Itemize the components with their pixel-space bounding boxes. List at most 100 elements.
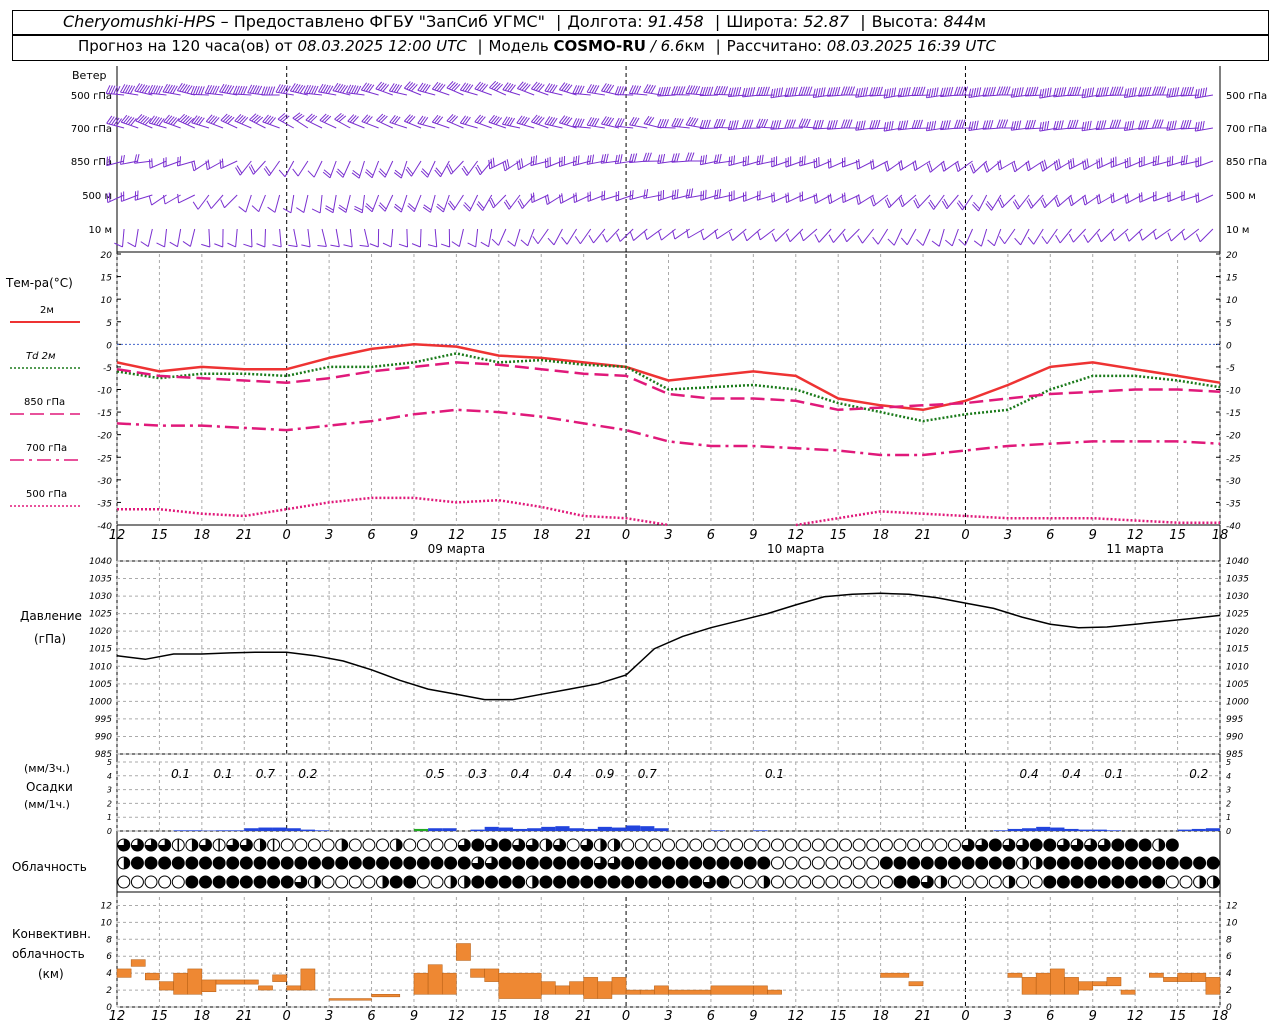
wind-barb: [1109, 86, 1129, 96]
conv-cloud-bar: [441, 972, 457, 995]
temp-ytick-label: -5: [103, 364, 112, 374]
cloud-symbol: [1070, 838, 1084, 852]
wind-barb: [531, 114, 549, 129]
wind-barb: [336, 160, 351, 178]
wind-barb: [234, 114, 252, 129]
forecast-header: Прогноз на 120 часа(ов) от 08.03.2025 12…: [12, 35, 1269, 61]
wind-barb: [1083, 228, 1101, 243]
cloud-symbol: [648, 875, 662, 889]
conv-cloud-bar: [1050, 968, 1065, 995]
temp-ytick-label-right: -30: [1226, 477, 1241, 487]
wind-barb: [148, 115, 167, 129]
wind-barb: [855, 120, 874, 131]
cloud-symbol: [1056, 856, 1070, 870]
cloud-symbol: [239, 875, 253, 889]
cloud-symbol: [430, 838, 444, 852]
wind-barb: [376, 113, 393, 129]
cloud-symbol: [702, 875, 716, 889]
pres-ytick-label-right: 1000: [1226, 697, 1249, 707]
prec-unit-1h: (мм/1ч.): [24, 798, 70, 811]
temp-ytick-label: -40: [97, 522, 112, 532]
conv-cloud-bar: [1064, 977, 1079, 995]
cloud-symbol: [484, 838, 498, 852]
wind-barb: [227, 228, 238, 248]
cloud-symbol: [934, 838, 948, 852]
cloud-symbol: [307, 838, 321, 852]
cloud-symbol: [770, 856, 784, 870]
wind-barb: [1152, 86, 1171, 96]
wind-barb: [588, 228, 606, 244]
temp-ytick-label: -15: [97, 409, 112, 419]
wind-barb: [378, 160, 394, 178]
cloud-symbol: [961, 856, 975, 870]
wind-barb: [420, 160, 436, 178]
cloud-symbol: [566, 856, 580, 870]
wind-level-label-right: 850 гПа: [1226, 157, 1267, 168]
wind-barb: [911, 119, 931, 130]
conv-ytick-label-right: 6: [1226, 952, 1232, 962]
wind-barb: [602, 228, 620, 243]
cloud-symbol: [321, 856, 335, 870]
precip-total-label: 0.4: [553, 767, 572, 781]
wind-barb: [558, 115, 577, 129]
wind-level-label-right: 500 м: [1226, 191, 1256, 202]
wind-barb: [447, 194, 464, 211]
wind-barb: [156, 228, 167, 248]
wind-level-label: 10 м: [89, 225, 112, 236]
prec-ytick-label: 3: [107, 786, 112, 795]
cloud-symbol: [1179, 875, 1193, 889]
cloud-symbol: [1070, 875, 1084, 889]
wind-barb: [1010, 120, 1030, 131]
cloud-symbol: [743, 875, 757, 889]
hour-label: 6: [1046, 528, 1054, 543]
cloud-symbol: [280, 875, 294, 889]
conv-cloud-bar: [569, 981, 584, 995]
wind-barb: [459, 115, 478, 129]
cloud-symbol: [975, 856, 989, 870]
cloud-symbol: [1097, 838, 1111, 852]
cloud-symbol: [362, 856, 376, 870]
wind-barb: [925, 120, 945, 132]
conv-title-2: облачность: [12, 947, 85, 961]
conv-cloud-bar: [908, 981, 924, 987]
wind-barb: [369, 228, 380, 248]
cloud-symbol: [376, 838, 390, 852]
wind-barb: [941, 194, 959, 210]
precip-bar: [442, 828, 457, 831]
wind-barb: [176, 156, 195, 167]
cloud-symbol: [580, 875, 594, 889]
hour-label-bottom: 6: [707, 1009, 715, 1024]
wind-barb: [491, 228, 507, 246]
wind-barb: [393, 194, 408, 213]
model-name: COSMO-RU: [553, 37, 646, 55]
wind-barb: [911, 86, 931, 97]
wind-barb: [106, 115, 125, 129]
wind-barb: [296, 194, 309, 213]
cloud-symbol: [1206, 856, 1220, 870]
precip-bar: [286, 828, 301, 831]
cloud-symbol: [212, 875, 226, 889]
wind-barb: [105, 85, 125, 96]
temp-ytick-label: -25: [97, 454, 112, 464]
wind-barb: [614, 86, 634, 96]
conv-cloud-bar: [654, 985, 669, 995]
wind-barb: [671, 117, 690, 129]
wind-barb: [999, 228, 1016, 245]
wind-barb: [305, 113, 323, 129]
cloud-symbol: [471, 856, 485, 870]
cloud-symbol: [866, 838, 880, 852]
wind-barb: [614, 154, 634, 165]
wind-barb: [446, 160, 464, 175]
wind-barb: [114, 228, 125, 248]
conv-unit: (км): [38, 967, 64, 981]
cloud-symbol: [553, 856, 567, 870]
conv-ytick-label: 0: [106, 1003, 112, 1013]
cloud-symbol: [730, 838, 744, 852]
cloud-symbol: [1016, 856, 1030, 870]
hour-label: 12: [109, 528, 126, 543]
temp-ytick-label: 20: [101, 251, 113, 261]
provider-text: – Предоставлено ФГБУ "ЗапСиб УГМС": [220, 12, 545, 31]
prec-title: Осадки: [26, 780, 73, 794]
wind-barb: [814, 228, 832, 243]
wind-barb: [501, 116, 521, 129]
